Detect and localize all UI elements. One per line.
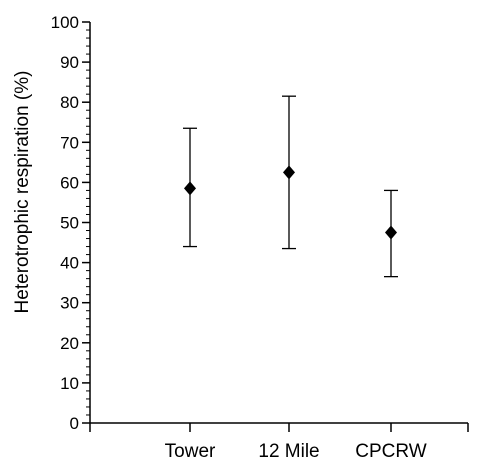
data-point (184, 181, 196, 196)
y-tick-label: 70 (60, 133, 79, 152)
y-tick-label: 40 (60, 254, 79, 273)
x-tick-label: CPCRW (355, 441, 426, 460)
y-axis: 0 10 20 30 40 50 60 70 80 90 100 (51, 13, 91, 433)
error-bars (183, 95, 398, 278)
y-axis-title: Heterotrophic respiration (%) (12, 71, 33, 314)
x-tick-label: Tower (165, 441, 216, 460)
y-tick-label: 30 (60, 294, 79, 313)
y-tick-label: 80 (60, 93, 79, 112)
x-axis: Tower 12 Mile CPCRW (89, 422, 469, 462)
y-tick-label: 20 (60, 334, 79, 353)
data-point (283, 165, 295, 180)
y-tick-label: 50 (60, 214, 79, 233)
y-tick-label: 90 (60, 53, 79, 72)
y-tick-label: 0 (70, 414, 79, 433)
y-tick-label: 10 (60, 374, 79, 393)
data-point (385, 225, 397, 240)
y-tick-label: 100 (51, 13, 79, 32)
x-tick-label: 12 Mile (258, 441, 319, 460)
y-tick-label: 60 (60, 173, 79, 192)
data-points (184, 165, 397, 240)
